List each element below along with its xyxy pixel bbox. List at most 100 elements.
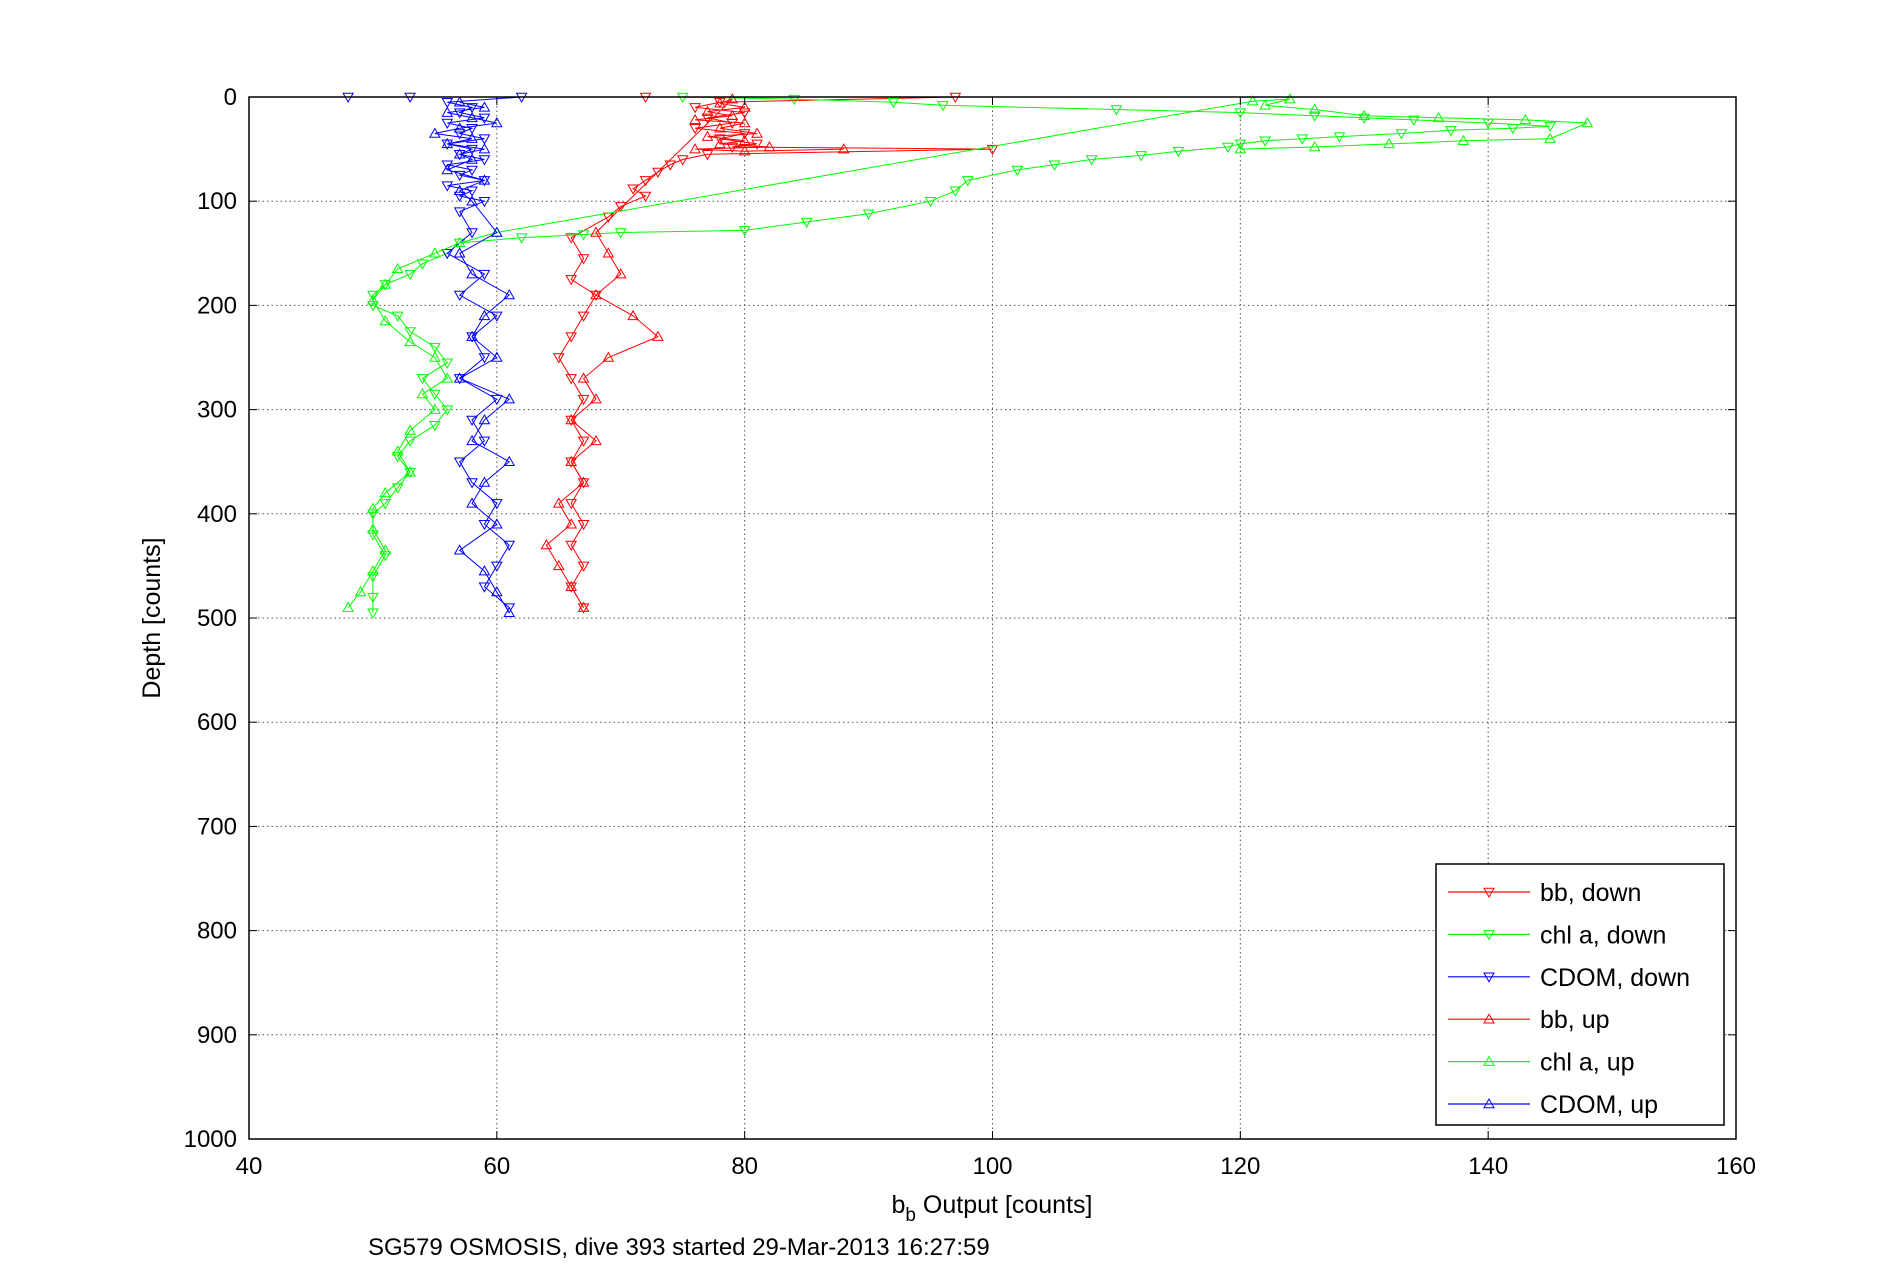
data-point [1358, 109, 1371, 121]
data-point [342, 601, 354, 612]
x-tick-label: 40 [236, 1153, 263, 1180]
data-point [1445, 126, 1457, 137]
data-point [367, 530, 379, 541]
data-point [478, 155, 491, 166]
data-series [342, 92, 1594, 619]
x-tick-label: 160 [1716, 1153, 1756, 1180]
data-point [478, 582, 491, 593]
series-4 [540, 93, 850, 612]
data-point [453, 236, 466, 248]
data-point [453, 129, 466, 140]
data-point [577, 436, 590, 447]
data-point [404, 269, 416, 281]
data-point [367, 572, 379, 583]
data-point [701, 105, 714, 116]
legend-marker [1483, 930, 1495, 941]
legend: bb, down chl a, down CDOM, down bb, up chl a… [1435, 863, 1725, 1126]
data-point [1358, 113, 1371, 124]
data-point [478, 269, 491, 281]
data-point [565, 580, 578, 591]
data-point [577, 254, 590, 265]
y-tick-label: 600 [197, 709, 237, 736]
legend-marker [1483, 1055, 1495, 1066]
data-point [441, 137, 454, 149]
legend-marker [1483, 972, 1495, 983]
series-line [347, 98, 1588, 608]
data-point [391, 483, 404, 494]
data-point [503, 540, 516, 552]
data-point [379, 486, 392, 498]
data-point [1222, 142, 1234, 154]
x-axis-ticks: 40 60 80 100 120 140 160 [236, 97, 1756, 1180]
data-point [490, 561, 503, 572]
data-point [441, 118, 454, 130]
data-point [577, 603, 590, 614]
data-point [478, 414, 491, 425]
data-point [565, 457, 578, 468]
data-point [416, 374, 429, 385]
data-point [379, 499, 392, 510]
data-point [701, 150, 714, 161]
y-tick-label: 500 [197, 605, 237, 632]
data-point [614, 202, 627, 213]
data-point [490, 351, 503, 362]
data-point [577, 601, 590, 612]
data-point [577, 476, 590, 487]
data-point [466, 415, 478, 427]
data-point [664, 160, 677, 171]
data-point [590, 290, 602, 301]
data-point [565, 414, 578, 425]
x-tick-label: 140 [1468, 1153, 1508, 1180]
data-point [429, 403, 441, 414]
data-point [763, 141, 776, 152]
data-point [478, 565, 491, 576]
series-line [348, 96, 522, 608]
series-2 [367, 92, 1556, 619]
data-point [577, 394, 590, 406]
data-point [478, 436, 491, 447]
data-point [466, 478, 478, 489]
data-point [1296, 134, 1309, 145]
data-point [466, 186, 478, 197]
data-point [1135, 151, 1148, 162]
legend-marker [1483, 887, 1495, 899]
data-point [466, 153, 478, 164]
data-point [738, 101, 751, 112]
data-point [577, 478, 590, 489]
data-point [1259, 99, 1271, 110]
data-point [466, 124, 478, 135]
data-point [1333, 132, 1346, 143]
data-point [416, 387, 429, 399]
data-point [391, 311, 404, 322]
data-point [441, 249, 454, 260]
x-axis-title: bb Output [counts] [892, 1191, 1093, 1226]
data-point [391, 445, 404, 456]
data-point [565, 499, 578, 510]
data-point [453, 170, 466, 182]
data-point [490, 499, 503, 510]
data-point [701, 130, 714, 141]
data-point [652, 167, 664, 179]
data-point [1048, 160, 1061, 171]
x-axis-title-subscript: b [905, 1205, 916, 1226]
data-point [676, 155, 689, 166]
legend-label: chl a, down [1540, 921, 1666, 949]
data-point [1110, 105, 1123, 116]
data-point [466, 330, 478, 341]
data-point [391, 452, 404, 463]
data-point [453, 372, 466, 383]
data-point [441, 405, 454, 416]
data-point [478, 101, 491, 112]
y-tick-label: 300 [197, 397, 237, 424]
data-point [949, 186, 962, 197]
data-point [391, 262, 404, 274]
data-point [1407, 115, 1420, 126]
data-point [887, 97, 900, 109]
data-point [726, 93, 739, 104]
data-point [466, 195, 478, 206]
x-axis-title-rest: Output [counts] [916, 1191, 1093, 1219]
data-point [652, 330, 664, 341]
x-tick-label: 120 [1220, 1153, 1260, 1180]
x-tick-label: 100 [972, 1153, 1012, 1180]
